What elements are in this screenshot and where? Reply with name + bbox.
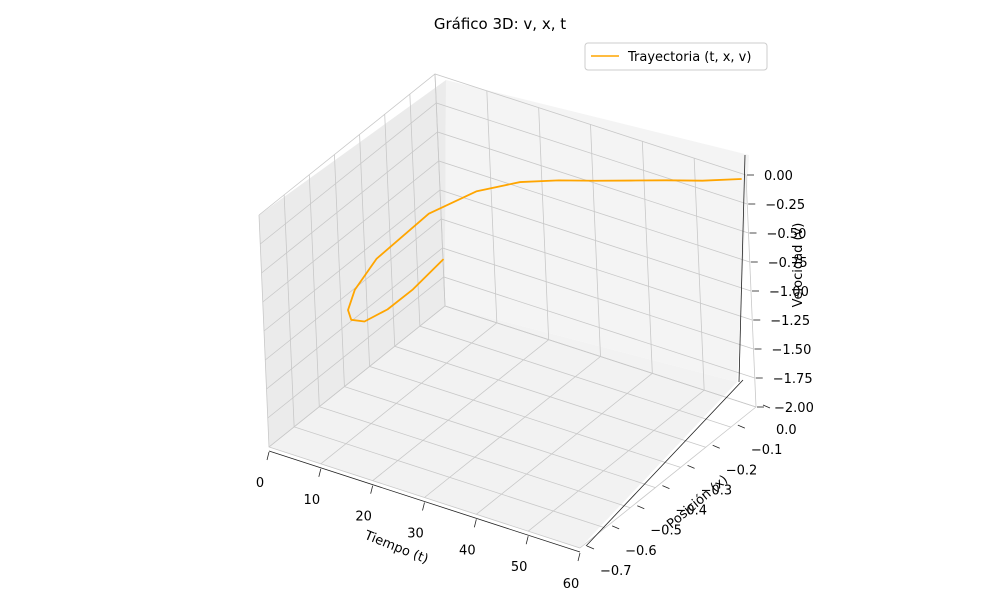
- grid-line-v: [268, 305, 757, 448]
- z-tick-label: 0.00: [764, 169, 793, 184]
- y-tick-mark: [712, 444, 720, 449]
- y-axis-line: [585, 379, 744, 547]
- z-tick-label: −0.50: [767, 227, 807, 242]
- grid-line-v: [266, 247, 754, 390]
- grid-line-v: [264, 218, 753, 361]
- x-tick-mark: [318, 468, 322, 477]
- z-tick-label: −1.75: [773, 372, 813, 387]
- legend: Trayectoria (t, x, v): [584, 42, 768, 71]
- grid-line-v: [258, 73, 747, 216]
- z-axis-line: [738, 154, 746, 383]
- x-axis-line: [268, 450, 581, 553]
- x-tick-mark: [422, 502, 425, 511]
- y-tick-mark: [662, 485, 670, 489]
- grid-line-v: [259, 102, 748, 245]
- grid-line-v: [267, 276, 755, 419]
- y-tick-label: −0.1: [751, 443, 783, 458]
- series-group: [347, 178, 742, 323]
- x-tick-label: 40: [459, 543, 476, 558]
- series-line: [347, 178, 742, 323]
- x-tick-label: 10: [304, 493, 321, 508]
- y-tick-label: −0.7: [600, 564, 632, 579]
- y-tick-label: −0.2: [726, 463, 758, 478]
- y-tick-mark: [637, 505, 645, 510]
- x-tick-mark: [525, 536, 529, 545]
- y-tick-label: −0.5: [650, 524, 682, 539]
- y-tick-mark: [762, 404, 771, 409]
- z-tick-label: −1.00: [769, 285, 809, 300]
- x-tick-mark: [577, 552, 581, 562]
- z-tick-label: −2.00: [774, 401, 814, 416]
- x-tick-label: 0: [256, 476, 264, 491]
- axis-lines: [268, 154, 746, 553]
- y-tick-mark: [737, 424, 746, 429]
- chart-title: Gráfico 3D: v, x, t: [434, 15, 566, 33]
- floor-pane: [269, 306, 737, 548]
- grid-line-v: [261, 131, 749, 274]
- x-tick-mark: [370, 485, 374, 494]
- tick-labels: 0 10 20 30 40 50 60 −0.7 −0.6 −0.5 −0.4 −0.3 −0.2 −0.…: [256, 169, 814, 592]
- y-tick-mark: [687, 465, 695, 469]
- x-tick-label: 30: [407, 527, 424, 542]
- legend-label: Trayectoria (t, x, v): [627, 50, 751, 65]
- x-tick-label: 20: [355, 510, 372, 525]
- y-tick-label: −0.4: [675, 504, 707, 519]
- back-wall-pane: [445, 80, 749, 382]
- grid-line-v: [263, 189, 752, 332]
- z-tick-label: −0.25: [765, 198, 805, 213]
- x-tick-mark: [266, 451, 270, 461]
- x-tick-mark: [473, 519, 477, 528]
- grid-lines: [258, 73, 757, 549]
- y-tick-label: −0.6: [625, 544, 657, 559]
- grid-line-v: [262, 160, 750, 303]
- z-tick-label: −0.75: [768, 256, 808, 271]
- legend-box: [584, 42, 768, 71]
- x-tick-label: 50: [511, 560, 528, 575]
- y-tick-mark: [586, 545, 595, 550]
- left-wall-pane: [259, 80, 446, 447]
- y-tick-label: −0.3: [701, 483, 733, 498]
- y-axis-label: Posición (x): [664, 473, 731, 532]
- y-tick-mark: [611, 525, 620, 530]
- y-tick-label: 0.0: [776, 423, 797, 438]
- z-axis-label: Velocidad (v): [791, 223, 806, 308]
- x-tick-label: 60: [563, 577, 580, 592]
- z-tick-label: −1.25: [770, 314, 810, 329]
- axes-panes: [259, 80, 749, 548]
- z-tick-label: −1.50: [772, 343, 812, 358]
